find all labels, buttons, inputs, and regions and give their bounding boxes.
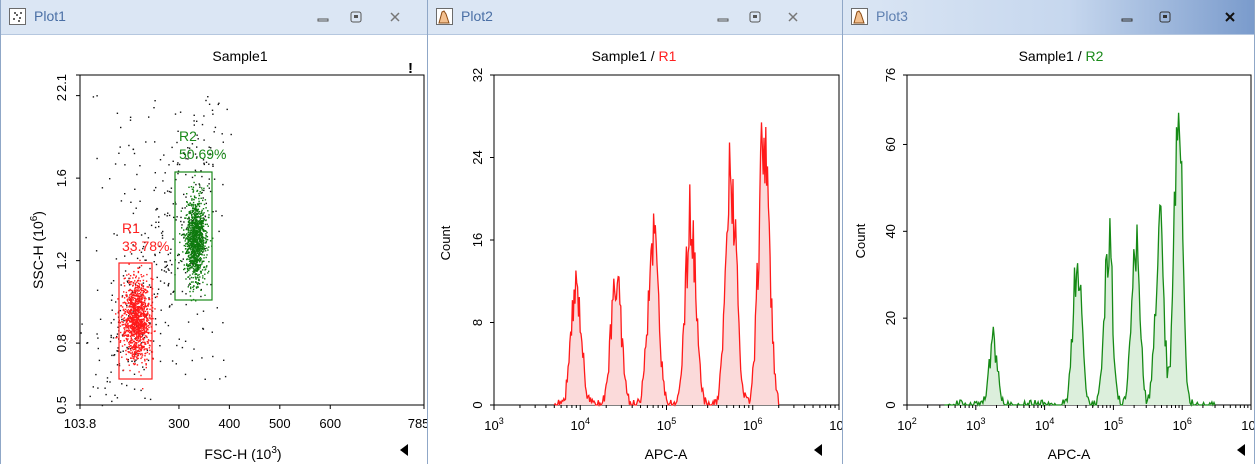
- plot2-window[interactable]: Plot2 Sample1 / R1 103 104 105 106 107 0 8 16 2…: [427, 0, 843, 464]
- plot1-xtick: 103.8: [64, 416, 97, 431]
- minimize-button[interactable]: [1118, 8, 1136, 26]
- close-button[interactable]: [784, 8, 802, 26]
- plot2-sample-title: Sample1 / R1: [592, 48, 677, 64]
- plot3-collapse-arrow[interactable]: [1237, 444, 1245, 456]
- ytick-label: 24: [470, 150, 485, 164]
- xtick-label: 107: [829, 416, 842, 433]
- plot3-ylabel: Count: [853, 223, 868, 258]
- plot2-titlebar[interactable]: Plot2: [428, 0, 842, 35]
- plot1-titlebar[interactable]: Plot1: [1, 0, 427, 35]
- gate-r2[interactable]: R2 50.69%: [174, 128, 226, 301]
- ytick-label: 0: [470, 401, 485, 408]
- ytick-label: 76: [883, 68, 898, 82]
- plot1-ytick: 2.1: [54, 74, 69, 92]
- plot1-ytick: 1.6: [54, 169, 69, 187]
- minimize-button[interactable]: [714, 8, 732, 26]
- ytick-label: 16: [470, 233, 485, 247]
- xtick-label: 106: [743, 416, 762, 433]
- plot1-ytick: 2: [54, 94, 69, 101]
- xtick-label: 105: [1104, 416, 1123, 433]
- plot1-warning-icon: !: [408, 60, 413, 77]
- close-button[interactable]: [386, 8, 404, 26]
- dotplot-icon: [9, 8, 26, 25]
- plot1-xtick: 300: [168, 416, 190, 431]
- plot1-xtick: 600: [319, 416, 341, 431]
- histogram-icon: [436, 8, 453, 25]
- ytick-label: 20: [883, 311, 898, 325]
- plot2-xlabel: APC-A: [645, 446, 688, 462]
- xtick-label: 107: [1241, 416, 1254, 433]
- gate-r1-rect[interactable]: [118, 262, 153, 380]
- plot1-collapse-arrow[interactable]: [400, 444, 408, 456]
- plot1-ylabel: SSC-H (106): [29, 211, 46, 289]
- gate-r2-rect[interactable]: [174, 171, 213, 301]
- maximize-button[interactable]: [746, 8, 764, 26]
- gate-r1-pct: 33.78%: [122, 238, 169, 254]
- ytick-label: 32: [470, 68, 485, 82]
- plot2-chart: Sample1 / R1 103 104 105 106 107 0 8 16 24 32 AP…: [438, 48, 842, 462]
- plot1-title: Plot1: [34, 8, 66, 24]
- plot3-chart: Sample1 / R2 102 103 104 105 106 107 0 20 40 60 7…: [853, 48, 1254, 462]
- plot3-histogram: [944, 112, 1216, 408]
- plot1-ytick: 1.2: [54, 252, 69, 270]
- plot1-xlabel: FSC-H (103): [204, 445, 281, 462]
- plot2-histogram: [553, 122, 780, 408]
- plot2-ylabel: Count: [438, 225, 453, 260]
- close-button[interactable]: [1221, 8, 1239, 26]
- plot1-sample-title: Sample1: [212, 48, 267, 64]
- xtick-label: 104: [571, 416, 590, 433]
- ytick-label: 40: [883, 224, 898, 238]
- plot1-xtick: 400: [219, 416, 241, 431]
- plot3-xlabel: APC-A: [1048, 446, 1091, 462]
- xtick-label: 102: [897, 416, 916, 433]
- plot2-title: Plot2: [461, 8, 493, 24]
- plot1-axes-frame: [79, 74, 425, 406]
- plot3-title: Plot3: [876, 8, 908, 24]
- plot2-axes-frame: [493, 74, 840, 406]
- minimize-button[interactable]: [314, 8, 332, 26]
- gate-r1-name: R1: [122, 220, 140, 236]
- ytick-label: 0: [883, 401, 898, 408]
- plot3-sample-title: Sample1 / R2: [1019, 48, 1104, 64]
- xtick-label: 103: [966, 416, 985, 433]
- plot1-xtick: 500: [269, 416, 291, 431]
- xtick-label: 103: [484, 416, 503, 433]
- ytick-label: 60: [883, 137, 898, 151]
- xtick-label: 105: [657, 416, 676, 433]
- plot1-dots: [80, 95, 232, 407]
- maximize-button[interactable]: [347, 8, 365, 26]
- histogram-icon: [851, 8, 868, 25]
- plot1-xtick: 785.9: [408, 416, 427, 431]
- xtick-label: 106: [1172, 416, 1191, 433]
- gate-r2-pct: 50.69%: [179, 146, 226, 162]
- plot2-collapse-arrow[interactable]: [814, 444, 822, 456]
- plot1-chart: Sample1 ! R1 33.78% R2 50.69% 103.8 300 40…: [29, 48, 427, 462]
- plot3-titlebar[interactable]: Plot3: [843, 0, 1254, 35]
- gate-r2-name: R2: [179, 128, 197, 144]
- plot1-ytick: 0.8: [54, 334, 69, 352]
- xtick-label: 104: [1035, 416, 1054, 433]
- plot1-window[interactable]: Plot1 Sample1 ! R1 33.78% R2 50.69% 103.…: [0, 0, 428, 464]
- gate-r1[interactable]: R1 33.78%: [118, 220, 169, 380]
- plot1-ytick: 0.5: [54, 396, 69, 414]
- maximize-button[interactable]: [1156, 8, 1174, 26]
- plot3-window[interactable]: Plot3 Sample1 / R2 102 103 104 105 106 107 0 2…: [842, 0, 1255, 464]
- ytick-label: 8: [470, 319, 485, 326]
